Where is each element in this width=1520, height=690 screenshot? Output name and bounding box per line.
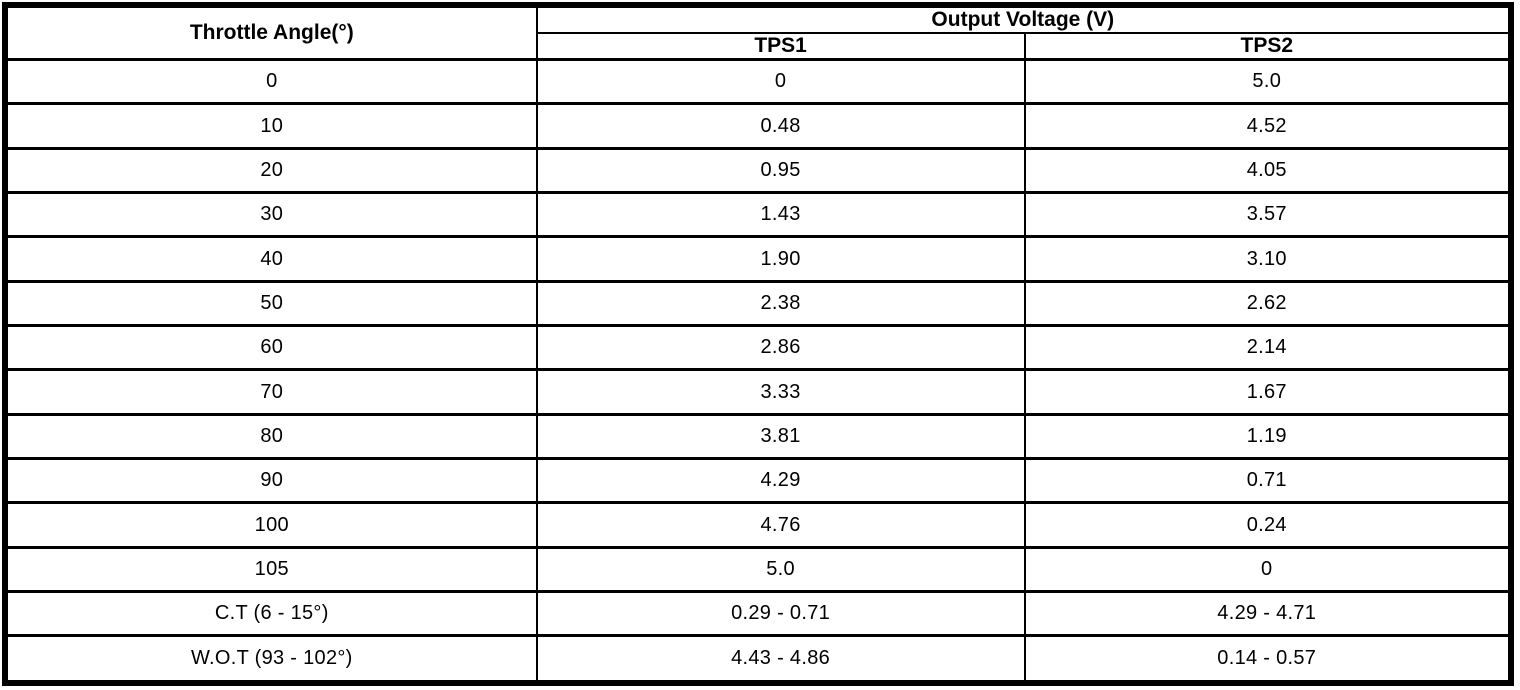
table-row: 0 0 5.0 [4,57,1513,106]
table-row: 20 0.95 4.05 [4,146,1513,195]
throttle-angle-cell: 90 [4,457,538,505]
table-row: C.T (6 - 15°) 0.29 - 0.71 4.29 - 4.71 [4,590,1513,638]
tps2-voltage-cell: 4.29 - 4.71 [1023,590,1513,638]
table-row: 90 4.29 0.71 [4,457,1513,505]
tps1-voltage-cell: 1.90 [535,235,1026,283]
tps2-column-header: TPS2 [1023,32,1513,61]
tps1-voltage-cell: 4.76 [535,501,1026,549]
throttle-angle-cell: 70 [4,368,538,416]
tps2-voltage-cell: 4.52 [1023,102,1513,150]
throttle-angle-cell: C.T (6 - 15°) [4,590,538,638]
table-row: W.O.T (93 - 102°) 4.43 - 4.86 0.14 - 0.57 [4,634,1513,685]
table-row: 100 4.76 0.24 [4,501,1513,549]
throttle-angle-cell: 80 [4,412,538,461]
table-row: 40 1.90 3.10 [4,235,1513,283]
tps1-voltage-cell: 3.81 [535,412,1026,461]
tps1-voltage-cell: 2.38 [535,279,1026,328]
tps2-voltage-cell: 0.14 - 0.57 [1023,634,1513,685]
tps1-voltage-cell: 0.95 [535,146,1026,195]
tps1-voltage-cell: 5.0 [535,545,1026,594]
throttle-angle-cell: 100 [4,501,538,549]
throttle-angle-cell: 10 [4,102,538,150]
output-voltage-group-header: Output Voltage (V) [535,4,1513,34]
tps1-voltage-cell: 4.29 [535,457,1026,505]
throttle-angle-cell: 40 [4,235,538,283]
tps1-voltage-cell: 1.43 [535,191,1026,239]
tps1-voltage-cell: 0.48 [535,102,1026,150]
tps2-voltage-cell: 3.10 [1023,235,1513,283]
tps2-voltage-cell: 0 [1023,545,1513,594]
table-row: 60 2.86 2.14 [4,324,1513,372]
tps2-voltage-cell: 2.14 [1023,324,1513,372]
tps2-voltage-cell: 0.71 [1023,457,1513,505]
tps1-voltage-cell: 4.43 - 4.86 [535,634,1026,685]
tps1-voltage-cell: 2.86 [535,324,1026,372]
table-row: 80 3.81 1.19 [4,412,1513,461]
throttle-angle-cell: 105 [4,545,538,594]
tps2-voltage-cell: 5.0 [1023,57,1513,106]
tps2-voltage-cell: 1.19 [1023,412,1513,461]
header-row-group: Throttle Angle(°) Output Voltage (V) [4,4,1513,61]
table-header: Throttle Angle(°) Output Voltage (V) TPS… [4,4,1513,61]
table-row: 50 2.38 2.62 [4,279,1513,328]
tps1-column-header: TPS1 [535,32,1026,61]
tps1-voltage-cell: 0 [535,57,1026,106]
table-row: 30 1.43 3.57 [4,191,1513,239]
throttle-angle-cell: W.O.T (93 - 102°) [4,634,538,685]
tps1-voltage-cell: 0.29 - 0.71 [535,590,1026,638]
throttle-angle-cell: 0 [4,57,538,106]
throttle-angle-cell: 30 [4,191,538,239]
tps2-voltage-cell: 4.05 [1023,146,1513,195]
tps2-voltage-cell: 2.62 [1023,279,1513,328]
throttle-angle-cell: 60 [4,324,538,372]
table-row: 105 5.0 0 [4,545,1513,594]
table-row: 70 3.33 1.67 [4,368,1513,416]
throttle-angle-cell: 20 [4,146,538,195]
table-body: 0 0 5.0 10 0.48 4.52 20 0.95 4.05 30 1.43 3.57 40 1.9… [4,57,1513,685]
tps1-voltage-cell: 3.33 [535,368,1026,416]
table-row: 10 0.48 4.52 [4,102,1513,150]
tps2-voltage-cell: 0.24 [1023,501,1513,549]
throttle-angle-column-header: Throttle Angle(°) [4,4,538,61]
tps2-voltage-cell: 3.57 [1023,191,1513,239]
throttle-angle-cell: 50 [4,279,538,328]
tps2-voltage-cell: 1.67 [1023,368,1513,416]
